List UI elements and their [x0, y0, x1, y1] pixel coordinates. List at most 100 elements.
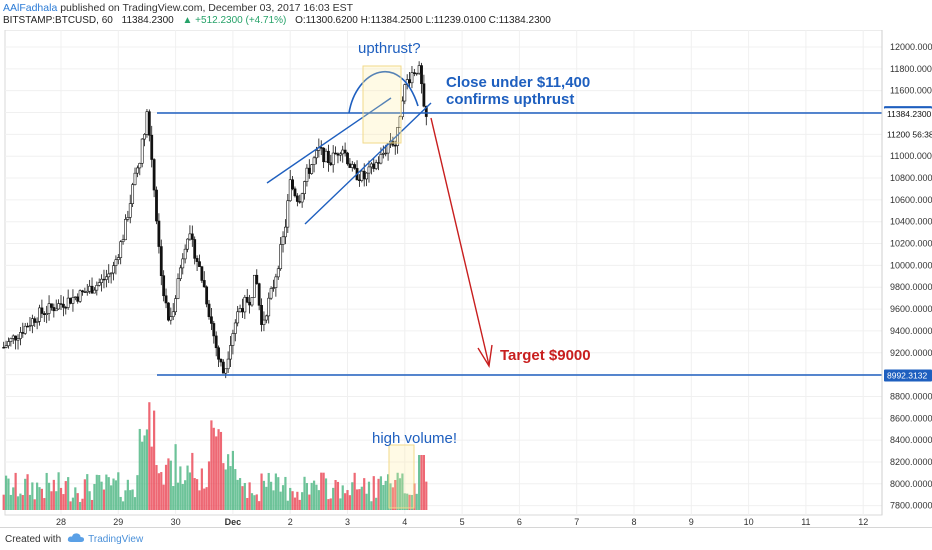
- price-tick-label: 10600.0000: [890, 195, 932, 205]
- volume-bar: [126, 479, 129, 510]
- price-tick-label: 7800.0000: [890, 501, 932, 511]
- candles: [2, 61, 428, 379]
- chart-area[interactable]: upthrust? Close under $11,400 confirms u…: [0, 29, 932, 530]
- volume-bar: [157, 473, 160, 510]
- volume-bar: [102, 489, 106, 510]
- volume-bar: [415, 493, 418, 510]
- countdown-label-bg: [884, 128, 932, 141]
- volume-bar: [33, 499, 36, 510]
- candle-body: [338, 153, 342, 156]
- volume-bar: [289, 487, 292, 510]
- tradingview-brand[interactable]: TradingView: [67, 532, 143, 546]
- candle-body: [145, 111, 149, 135]
- candle-body: [19, 332, 22, 339]
- price-chart[interactable]: upthrust? Close under $11,400 confirms u…: [0, 29, 932, 527]
- volume-bar: [301, 492, 304, 510]
- candle-body: [291, 179, 294, 190]
- candle-body: [298, 201, 302, 203]
- time-tick-label: 10: [744, 517, 754, 525]
- publisher-name[interactable]: AAlFadhala: [3, 2, 58, 14]
- time-tick-label: 7: [574, 517, 579, 525]
- candle-body: [415, 72, 419, 75]
- symbol-label[interactable]: BITSTAMP:BTCUSD, 60: [3, 15, 113, 26]
- volume-bar: [52, 479, 55, 510]
- candle-body: [104, 276, 108, 280]
- candle-body: [61, 303, 65, 308]
- volume-bar: [169, 460, 172, 510]
- ohlc-line: BITSTAMP:BTCUSD, 60 11384.2300 ▲ +512.23…: [3, 15, 551, 26]
- candle-body: [424, 105, 428, 117]
- candle-body: [64, 307, 68, 309]
- candle-body: [121, 239, 125, 243]
- volume-bar: [312, 480, 316, 510]
- candle-body: [169, 316, 173, 321]
- candle-body: [195, 258, 199, 262]
- candle-body: [410, 72, 414, 84]
- volume-bar: [50, 491, 53, 510]
- candle-body: [236, 311, 240, 324]
- volume-bar: [250, 493, 254, 510]
- volume-bar: [267, 472, 270, 510]
- candle-body: [350, 164, 354, 168]
- volume-bar: [229, 466, 232, 510]
- price-change: ▲ +512.2300 (+4.71%): [182, 15, 287, 26]
- low-value: L:11239.0100: [425, 15, 486, 26]
- volume-bar: [217, 429, 220, 510]
- volume-bar: [124, 490, 127, 510]
- candle-body: [95, 285, 99, 291]
- candle-body: [408, 79, 411, 84]
- published-text: published on TradingView.com, December 0…: [60, 2, 354, 14]
- price-tick-label: 12000.0000: [890, 42, 932, 52]
- candle-body: [293, 188, 297, 197]
- volume-bar: [90, 499, 94, 510]
- candle-body: [372, 163, 376, 169]
- top-highlight-box[interactable]: [362, 65, 402, 144]
- volume-bar: [351, 482, 354, 510]
- target-arrow-line[interactable]: [430, 117, 490, 366]
- volume-bar: [28, 494, 32, 510]
- candle-body: [250, 297, 254, 306]
- candle-body: [231, 333, 235, 346]
- price-tick-label: 10400.0000: [890, 217, 932, 227]
- candle-body: [162, 275, 166, 297]
- annotation-high-volume: high volume!: [372, 430, 457, 447]
- channel-lower-line[interactable]: [304, 102, 432, 225]
- time-tick-label: 28: [56, 517, 66, 525]
- volume-bar: [274, 473, 277, 510]
- volume-bar: [119, 496, 122, 510]
- channel-upper-line[interactable]: [266, 97, 392, 184]
- candle-body: [401, 100, 404, 118]
- volume-bar: [160, 472, 163, 510]
- volume-bar: [403, 493, 406, 510]
- volume-bar: [231, 450, 234, 510]
- candle-body: [188, 233, 192, 240]
- volume-bar: [281, 485, 285, 510]
- candle-body: [393, 145, 397, 147]
- volume-bar: [291, 491, 294, 510]
- volume-highlight-box[interactable]: [388, 444, 415, 509]
- upthrust-arc[interactable]: [348, 71, 419, 114]
- volume-bar: [167, 458, 170, 510]
- volume-bar: [153, 410, 156, 510]
- volume-bar: [298, 499, 301, 510]
- candle-body: [128, 203, 132, 218]
- candle-body: [4, 345, 8, 348]
- candle-body: [181, 258, 185, 269]
- volume-bar: [179, 466, 182, 510]
- last-price-label: 11384.2300: [887, 109, 932, 119]
- volume-bar: [303, 476, 306, 510]
- volume-bar: [408, 494, 411, 510]
- volume-bar: [284, 476, 287, 510]
- candle-body: [38, 307, 41, 322]
- volume-bar: [386, 474, 390, 510]
- volume-bar: [131, 489, 134, 510]
- volume-bar: [339, 498, 342, 510]
- candle-body: [200, 266, 204, 281]
- volume-bar: [241, 486, 244, 510]
- candle-body: [159, 246, 163, 276]
- volume-bar: [98, 475, 101, 510]
- volume-bar: [186, 465, 189, 510]
- volume-bar: [355, 489, 359, 510]
- candle-body: [315, 150, 318, 159]
- volume-bar: [138, 428, 141, 510]
